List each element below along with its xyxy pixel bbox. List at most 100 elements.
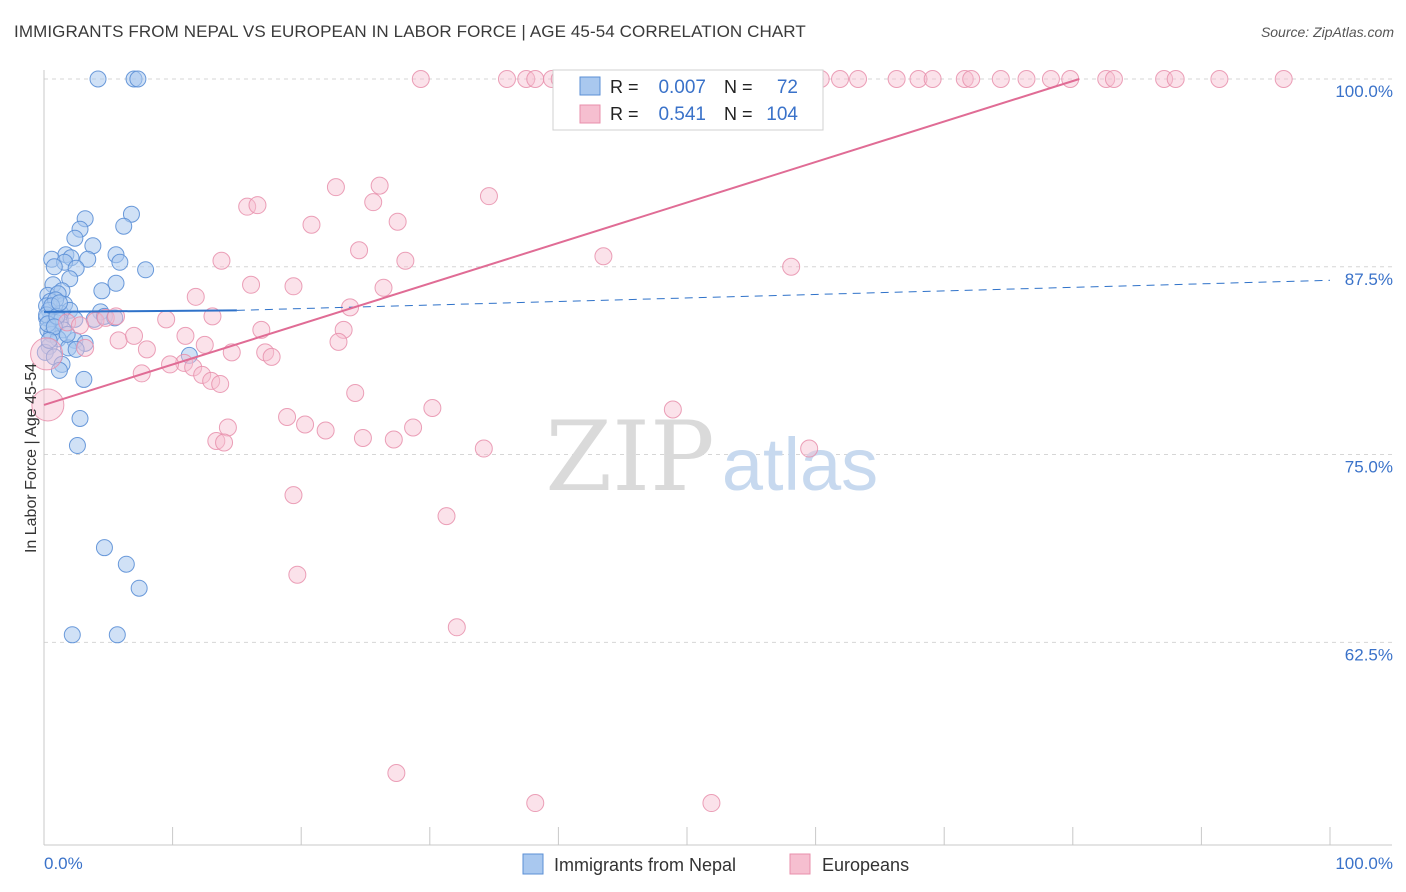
europe-point bbox=[1274, 70, 1293, 88]
europe-point bbox=[702, 794, 721, 813]
y-tick-label: 87.5% bbox=[1345, 270, 1393, 289]
nepal-point bbox=[108, 626, 126, 644]
trend-line-nepal bbox=[43, 309, 237, 313]
europe-point bbox=[437, 507, 456, 526]
nepal-point bbox=[79, 250, 97, 268]
nepal-point bbox=[75, 370, 93, 388]
legend-n-value-europe: 104 bbox=[766, 104, 798, 125]
bottom-legend: Immigrants from Nepal Europeans bbox=[522, 853, 909, 875]
europe-point bbox=[353, 429, 372, 448]
europe-point bbox=[212, 251, 231, 270]
nepal-point bbox=[130, 579, 148, 597]
trend-line-nepal-extension bbox=[236, 279, 1331, 311]
europe-point bbox=[594, 247, 613, 266]
bottom-legend-swatch-europe bbox=[789, 853, 811, 875]
y-tick-label: 75.0% bbox=[1345, 458, 1393, 477]
europe-point bbox=[278, 407, 297, 426]
nepal-point bbox=[63, 626, 81, 644]
nepal-point bbox=[115, 217, 133, 235]
europe-point bbox=[193, 365, 212, 384]
source-label: Source: ZipAtlas.com bbox=[1260, 24, 1394, 40]
tick-labels: 62.5% 75.0% 87.5% 100.0% 0.0% 100.0% bbox=[44, 82, 1393, 873]
europe-point bbox=[1097, 70, 1116, 88]
x-tick-label: 100.0% bbox=[1335, 854, 1393, 873]
europe-point bbox=[396, 251, 415, 270]
y-tick-label: 100.0% bbox=[1335, 82, 1393, 101]
x-tick-label: 0.0% bbox=[44, 854, 83, 873]
europe-point bbox=[207, 432, 226, 451]
nepal-point bbox=[68, 437, 86, 455]
europe-point bbox=[195, 335, 214, 354]
europe-point bbox=[242, 275, 261, 294]
axes bbox=[43, 70, 1392, 846]
europe-point bbox=[302, 215, 321, 234]
nepal-point bbox=[106, 309, 124, 327]
europe-point bbox=[296, 415, 315, 434]
europe-point bbox=[252, 320, 271, 339]
europe-point bbox=[962, 70, 981, 88]
bottom-legend-europe: Europeans bbox=[822, 855, 909, 875]
watermark-atlas: atlas bbox=[722, 423, 878, 506]
europe-point bbox=[176, 326, 195, 345]
europe-point bbox=[262, 347, 281, 366]
europe-point bbox=[526, 70, 545, 88]
legend-r-value-europe: 0.541 bbox=[658, 104, 706, 125]
europe-point bbox=[125, 326, 144, 345]
legend-r-value-nepal: 0.007 bbox=[658, 77, 706, 98]
nepal-point bbox=[50, 361, 68, 379]
europe-point bbox=[215, 433, 234, 452]
legend-swatch-europe bbox=[579, 104, 601, 124]
europe-point bbox=[374, 278, 393, 297]
europe-point bbox=[517, 70, 536, 88]
europe-point bbox=[364, 193, 383, 212]
europe-point bbox=[479, 187, 498, 206]
nepal-point bbox=[107, 274, 125, 292]
nepal-point bbox=[45, 258, 63, 276]
nepal-point bbox=[61, 270, 79, 288]
europe-point bbox=[887, 70, 906, 88]
europe-point bbox=[316, 421, 335, 440]
y-tick-label: 62.5% bbox=[1345, 645, 1393, 664]
europe-point bbox=[346, 383, 365, 402]
europe-point bbox=[423, 398, 442, 417]
europe-point bbox=[1210, 70, 1229, 88]
europe-point bbox=[334, 320, 353, 339]
stats-legend: R = 0.007 N = 72 R = 0.541 N = 104 bbox=[552, 69, 824, 131]
europe-point bbox=[526, 794, 545, 813]
europe-point bbox=[909, 70, 928, 88]
europe-point bbox=[284, 486, 303, 505]
europe-point bbox=[157, 310, 176, 329]
europe-point bbox=[30, 337, 64, 371]
europe-point bbox=[387, 764, 406, 783]
europe-point bbox=[384, 430, 403, 449]
europe-point bbox=[991, 70, 1010, 88]
europe-point bbox=[388, 212, 407, 231]
nepal-point bbox=[117, 555, 135, 573]
europe-point bbox=[404, 418, 423, 437]
bottom-legend-nepal: Immigrants from Nepal bbox=[554, 855, 736, 875]
europe-point bbox=[800, 439, 819, 458]
europe-point bbox=[474, 439, 493, 458]
europe-point bbox=[256, 343, 275, 362]
gridlines bbox=[44, 78, 1392, 643]
europe-point bbox=[1017, 70, 1036, 88]
europe-point bbox=[218, 418, 237, 437]
europe-point bbox=[76, 338, 95, 357]
europe-point bbox=[782, 257, 801, 276]
europe-point bbox=[1041, 70, 1060, 88]
nepal-point bbox=[89, 70, 107, 88]
watermark-zip: ZIP bbox=[545, 401, 714, 513]
europe-point bbox=[211, 374, 230, 393]
europe-point bbox=[186, 287, 205, 306]
europe-point bbox=[350, 241, 369, 260]
europe-point bbox=[447, 618, 466, 637]
europe-point bbox=[370, 176, 389, 195]
europe-point bbox=[1104, 70, 1123, 88]
nepal-point bbox=[40, 331, 58, 349]
europe-point bbox=[248, 196, 267, 215]
europe-point bbox=[284, 277, 303, 296]
nepal-point bbox=[137, 261, 155, 279]
nepal-point bbox=[122, 205, 140, 223]
legend-n-label-europe: N = bbox=[724, 104, 753, 124]
